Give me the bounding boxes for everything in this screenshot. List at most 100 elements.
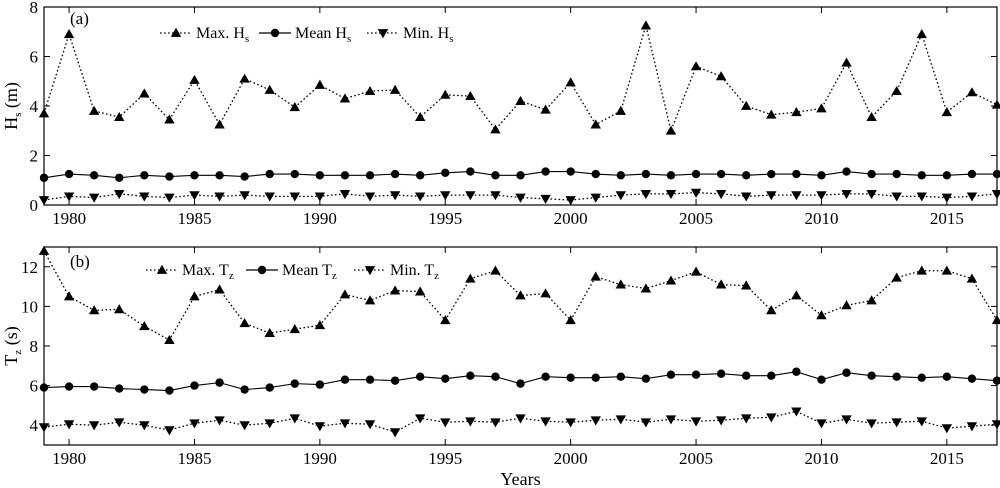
- x-tick-label: 1980: [52, 449, 86, 468]
- data-point: [767, 169, 776, 179]
- data-point: [991, 99, 1000, 109]
- data-point: [690, 188, 702, 198]
- data-point: [916, 29, 927, 39]
- data-point: [741, 100, 752, 110]
- data-point: [265, 383, 274, 392]
- data-point: [691, 169, 701, 179]
- data-point: [665, 275, 677, 285]
- data-point: [414, 192, 426, 202]
- data-point: [364, 192, 376, 202]
- data-point: [715, 416, 727, 426]
- data-point: [741, 280, 752, 290]
- data-point: [289, 192, 300, 202]
- data-point: [967, 169, 977, 179]
- data-point: [591, 373, 600, 382]
- data-point: [640, 189, 652, 200]
- data-point: [64, 382, 74, 391]
- data-point: [917, 171, 926, 180]
- data-point: [63, 192, 75, 202]
- data-point: [792, 169, 801, 179]
- data-point: [491, 171, 500, 180]
- data-point: [339, 289, 351, 299]
- data-point: [742, 171, 751, 180]
- data-point: [516, 379, 525, 388]
- data-point: [615, 279, 627, 289]
- x-tick-label: 1995: [428, 449, 462, 468]
- data-point: [114, 111, 125, 122]
- data-point: [414, 111, 426, 122]
- data-point: [38, 423, 50, 433]
- data-point: [339, 189, 351, 200]
- x-tick-label: 2005: [679, 449, 713, 468]
- data-point: [88, 305, 100, 315]
- legend-label: Min. Hs: [403, 25, 454, 45]
- data-point: [966, 87, 978, 97]
- data-point: [214, 119, 225, 129]
- data-point: [816, 310, 827, 320]
- series-min-t: [38, 407, 1000, 438]
- data-point: [38, 108, 50, 118]
- data-point: [340, 171, 350, 180]
- legend-marker: [377, 29, 389, 39]
- data-point: [791, 106, 802, 117]
- data-point: [63, 29, 75, 39]
- data-point: [165, 172, 174, 181]
- data-point: [465, 191, 476, 201]
- data-point: [164, 193, 175, 203]
- legend-label: Mean Hs: [295, 25, 351, 45]
- data-point: [966, 192, 978, 202]
- data-point: [817, 171, 826, 180]
- x-tick-label: 2010: [804, 209, 838, 228]
- legend-entry: Min. Hs: [367, 25, 454, 45]
- data-point: [139, 421, 150, 431]
- data-point: [817, 375, 826, 384]
- data-point: [566, 373, 575, 382]
- data-point: [490, 265, 501, 275]
- data-point: [941, 106, 953, 117]
- data-point: [290, 379, 299, 388]
- data-point: [115, 173, 124, 182]
- y-axis-title: Tz (s): [1, 326, 24, 365]
- data-point: [38, 245, 50, 255]
- data-point: [816, 103, 827, 113]
- data-point: [339, 93, 351, 103]
- data-point: [114, 304, 125, 314]
- data-point: [189, 291, 200, 301]
- data-point: [991, 420, 1000, 430]
- x-axis-title: Years: [500, 469, 540, 488]
- data-point: [140, 171, 149, 180]
- data-point: [590, 271, 601, 281]
- data-point: [264, 192, 275, 202]
- x-tick-label: 1995: [428, 209, 462, 228]
- data-point: [540, 104, 551, 114]
- data-point: [841, 189, 852, 200]
- data-point: [665, 415, 677, 425]
- data-point: [139, 192, 150, 202]
- data-point: [315, 171, 325, 180]
- data-point: [63, 291, 75, 301]
- data-point: [190, 381, 199, 390]
- data-point: [441, 168, 450, 178]
- data-point: [891, 192, 902, 202]
- legend-entry: Max. Hs: [160, 25, 249, 45]
- x-tick-label: 1985: [177, 449, 211, 468]
- data-point: [616, 372, 626, 381]
- data-point: [289, 323, 300, 334]
- data-point: [215, 378, 224, 387]
- data-point: [715, 71, 727, 81]
- legend-label: Max. Tz: [182, 262, 234, 282]
- data-point: [38, 196, 50, 206]
- panel-label: (b): [70, 252, 90, 271]
- series-mean-h: [39, 167, 1000, 182]
- data-point: [540, 417, 551, 427]
- data-point: [590, 416, 601, 426]
- data-point: [389, 428, 401, 438]
- data-point: [414, 286, 426, 296]
- legend-entry: Max. Tz: [146, 262, 234, 282]
- data-point: [565, 196, 576, 206]
- data-point: [465, 417, 476, 427]
- x-tick-label: 1990: [303, 449, 337, 468]
- legend-entry: Mean Hs: [259, 25, 351, 45]
- x-tick-label: 2010: [804, 449, 838, 468]
- data-point: [741, 414, 752, 424]
